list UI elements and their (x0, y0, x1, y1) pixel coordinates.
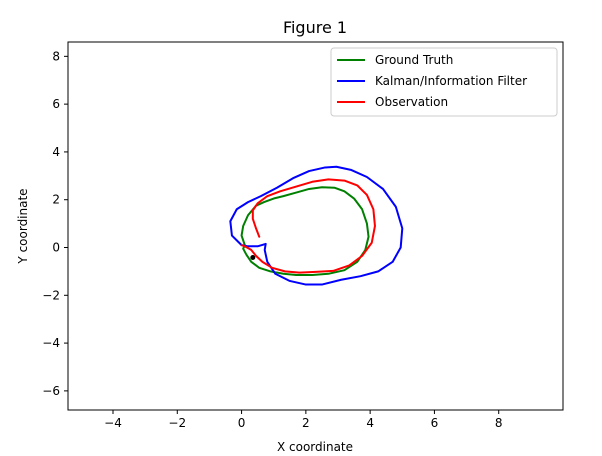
x-tick-label: 8 (495, 416, 503, 430)
y-tick-label: 6 (52, 97, 60, 111)
series-line-observation (240, 178, 376, 274)
y-axis-ticks: −6 −4 −2 0 2 4 6 8 (42, 49, 68, 398)
legend-box (330, 47, 558, 117)
y-tick-label: 8 (52, 49, 60, 63)
chart-title: Figure 1 (283, 18, 347, 37)
x-tick-label: 0 (238, 416, 246, 430)
legend-label-kalman-filter: Kalman/Information Filter (375, 74, 527, 88)
y-tick-label: −4 (42, 336, 60, 350)
legend-label-ground-truth: Ground Truth (375, 53, 453, 67)
series-line-ground-truth (240, 186, 370, 276)
point-marker (250, 255, 256, 261)
series-line-kalman-information-filter (229, 165, 404, 286)
y-tick-label: 0 (52, 241, 60, 255)
y-tick-label: 2 (52, 193, 60, 207)
x-tick-label: 2 (302, 416, 310, 430)
data-markers (250, 255, 256, 261)
y-tick-label: 4 (52, 145, 60, 159)
legend-label-observation: Observation (375, 95, 448, 109)
x-tick-label: 6 (431, 416, 439, 430)
x-axis-label: X coordinate (277, 440, 353, 454)
x-axis-ticks: −4 −2 0 2 4 6 8 (104, 410, 503, 430)
chart-legend: Ground Truth Kalman/Information Filter O… (330, 47, 558, 117)
x-tick-label: −2 (168, 416, 186, 430)
x-tick-label: 4 (366, 416, 374, 430)
x-tick-label: −4 (104, 416, 122, 430)
series-lines (229, 165, 404, 286)
y-tick-label: −6 (42, 384, 60, 398)
y-axis-label: Y coordinate (16, 188, 30, 264)
y-tick-label: −2 (42, 288, 60, 302)
